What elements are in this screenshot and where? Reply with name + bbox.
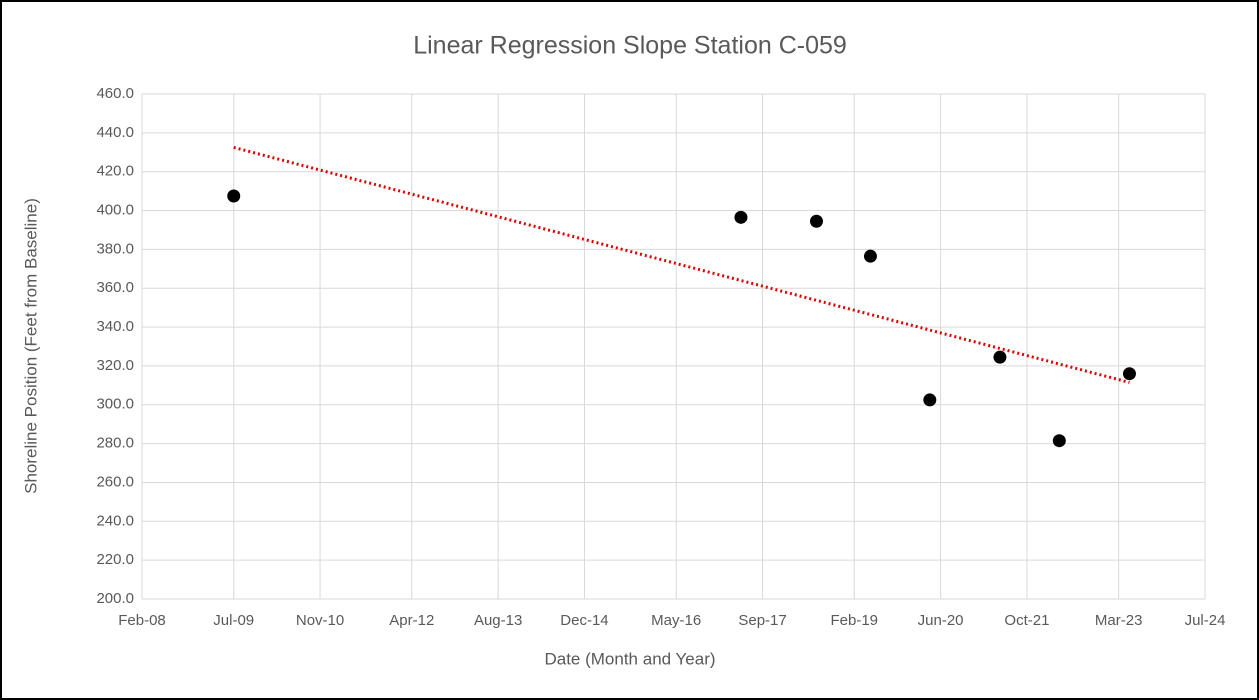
y-tick-label: 220.0 — [96, 551, 134, 568]
y-tick-label: 280.0 — [96, 435, 134, 452]
x-tick-label: Feb-19 — [830, 612, 878, 629]
y-tick-label: 340.0 — [96, 318, 134, 335]
x-tick-label: May-16 — [651, 612, 701, 629]
chart-title: Linear Regression Slope Station C-059 — [413, 32, 847, 60]
y-tick-label: 400.0 — [96, 202, 134, 219]
y-tick-label: 240.0 — [96, 512, 134, 529]
x-tick-label: Jun-20 — [918, 612, 964, 629]
y-tick-label: 420.0 — [96, 163, 134, 180]
data-point — [1052, 434, 1066, 448]
data-point — [734, 210, 748, 224]
y-tick-label: 360.0 — [96, 279, 134, 296]
data-point — [1122, 367, 1136, 381]
trend-line — [233, 145, 1130, 384]
data-point — [923, 393, 937, 407]
x-tick-label: Apr-12 — [389, 612, 434, 629]
x-tick-label: Mar-23 — [1095, 612, 1143, 629]
data-point — [863, 249, 877, 263]
x-tick-label: Nov-10 — [296, 612, 344, 629]
x-tick-label: Sep-17 — [738, 612, 786, 629]
x-tick-label: Jul-24 — [1185, 612, 1226, 629]
x-tick-label: Jul-09 — [213, 612, 254, 629]
y-tick-label: 260.0 — [96, 473, 134, 490]
x-axis-label: Date (Month and Year) — [544, 649, 715, 668]
data-point — [993, 350, 1007, 364]
data-point — [809, 214, 823, 228]
x-tick-label: Oct-21 — [1004, 612, 1049, 629]
x-tick-label: Dec-14 — [560, 612, 608, 629]
y-tick-label: 300.0 — [96, 396, 134, 413]
y-tick-label: 460.0 — [96, 85, 134, 102]
y-tick-label: 320.0 — [96, 357, 134, 374]
data-point — [227, 189, 241, 203]
y-tick-label: 380.0 — [96, 240, 134, 257]
x-tick-label: Feb-08 — [118, 612, 166, 629]
y-tick-label: 440.0 — [96, 124, 134, 141]
x-tick-label: Aug-13 — [474, 612, 522, 629]
y-tick-label: 200.0 — [96, 590, 134, 607]
y-axis-label: Shoreline Position (Feet from Baseline) — [21, 198, 40, 494]
